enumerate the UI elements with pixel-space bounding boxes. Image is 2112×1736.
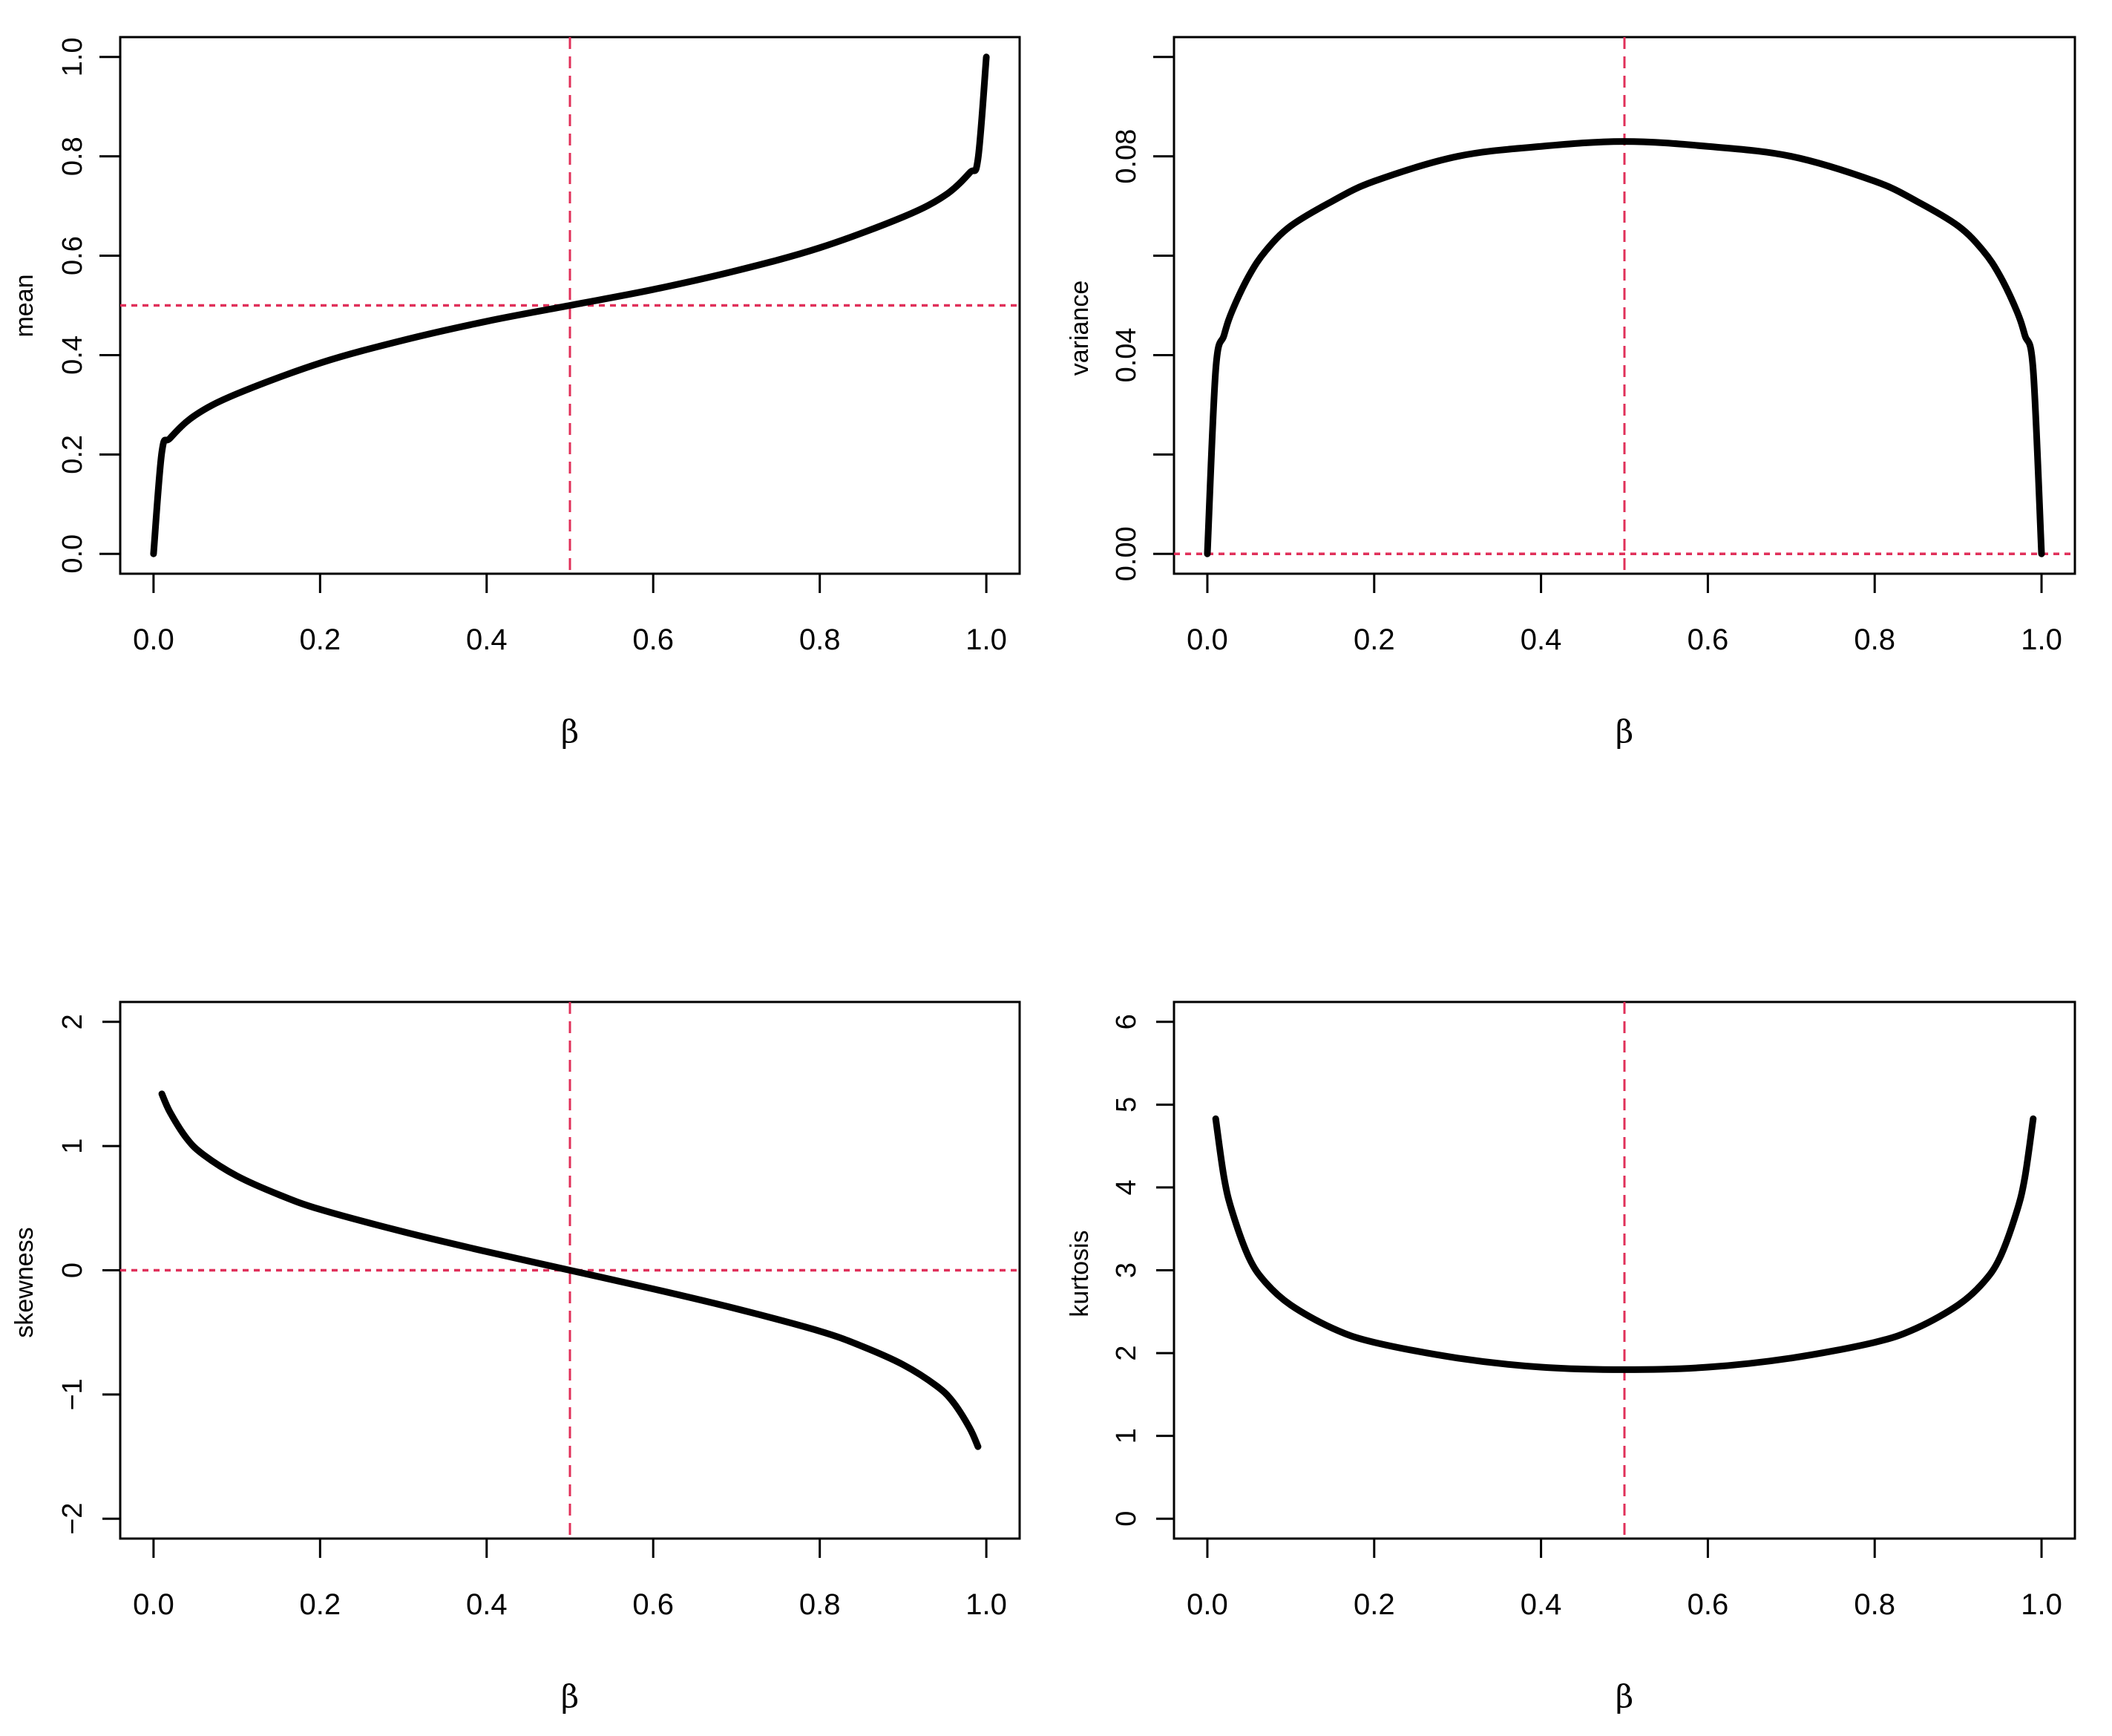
y-tick-label: 1 [1111,1428,1142,1444]
x-tick-label: 0.2 [300,623,341,656]
y-axis-title: variance [1066,281,1094,376]
y-tick-label: 0.00 [1111,526,1142,581]
x-tick-label: 0.0 [133,623,174,656]
x-tick-label: 0.8 [1854,623,1895,656]
y-tick-label: 0.08 [1111,129,1142,184]
x-tick-label: 0.8 [799,623,841,656]
series-line-mean [150,53,990,557]
y-axis-title: kurtosis [1066,1230,1094,1317]
y-axis-title: mean [10,274,39,337]
x-axis-title: β [561,713,579,750]
y-tick-label: 0.0 [57,534,88,574]
x-tick-label: 0.6 [632,1588,674,1621]
y-tick-label: 2 [1111,1346,1142,1361]
x-tick-label: 0.8 [799,1588,841,1621]
x-axis-title: β [1616,1678,1633,1714]
x-axis-title: β [561,1678,579,1714]
y-tick-label: 4 [1111,1179,1142,1195]
y-tick-label: 3 [1111,1262,1142,1278]
y-tick-label: 0.6 [57,236,88,275]
y-tick-label: 0 [57,1262,88,1278]
y-tick-label: −1 [57,1378,88,1410]
series-line-kurtosis [1212,1115,2037,1373]
y-tick-label: 0.2 [57,435,88,474]
y-tick-label: −2 [57,1503,88,1535]
x-tick-label: 0.8 [1854,1588,1895,1621]
x-tick-label: 0.4 [1521,623,1562,656]
x-tick-label: 0.2 [1354,623,1395,656]
series-line-variance [1204,138,2045,557]
panel-kurtosis: 0.0 0.2 0.4 0.6 0.8 1.0 0 1 2 3 4 5 6 β kurtosis [1066,1000,2076,1714]
x-tick-label: 0.4 [1521,1588,1562,1621]
x-tick-label: 0.2 [300,1588,341,1621]
x-tick-label: 1.0 [965,1588,1007,1621]
panel-mean: 0.0 0.2 0.4 0.6 0.8 1.0 0.0 0.2 0.4 0.6 0.8 1.0 β mea… [10,36,1021,750]
panel-variance: 0.0 0.2 0.4 0.6 0.8 1.0 0.00 0.04 0.08 β variance [1066,36,2076,750]
y-tick-label: 1.0 [57,37,88,76]
x-tick-label: 0.0 [1187,1588,1228,1621]
x-tick-label: 1.0 [2021,623,2062,656]
y-tick-label: 0.04 [1111,327,1142,382]
x-tick-label: 0.6 [632,623,674,656]
x-tick-label: 0.2 [1354,1588,1395,1621]
x-axis-title: β [1616,713,1633,750]
y-tick-label: 0 [1111,1511,1142,1527]
series-line-skewness [158,1090,982,1450]
x-tick-label: 0.6 [1688,1588,1729,1621]
x-tick-label: 0.0 [133,1588,174,1621]
x-tick-label: 0.0 [1187,623,1228,656]
x-tick-label: 0.4 [466,623,508,656]
y-tick-label: 0.8 [57,137,88,176]
x-tick-label: 0.6 [1688,623,1729,656]
panel-skewness: 0.0 0.2 0.4 0.6 0.8 1.0 −2 −1 0 1 2 β skewness [10,1000,1021,1714]
y-tick-label: 2 [57,1014,88,1029]
x-tick-label: 1.0 [2021,1588,2062,1621]
x-tick-label: 1.0 [965,623,1007,656]
x-tick-label: 0.4 [466,1588,508,1621]
y-tick-label: 6 [1111,1014,1142,1029]
y-tick-label: 5 [1111,1097,1142,1113]
y-tick-label: 1 [57,1139,88,1154]
y-axis-title: skewness [10,1227,39,1337]
y-tick-label: 0.4 [57,335,88,375]
